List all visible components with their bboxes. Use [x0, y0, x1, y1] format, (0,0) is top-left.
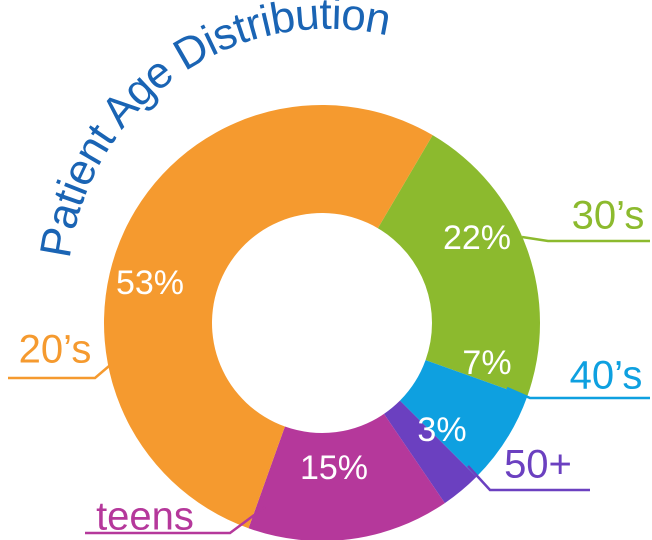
- donut-slice: [383, 400, 477, 504]
- value-label: 22%: [443, 219, 511, 257]
- leader-line: [85, 505, 266, 535]
- leader-line: [8, 354, 123, 380]
- category-label: teens: [96, 495, 194, 539]
- value-label: 15%: [300, 449, 368, 487]
- donut-slice: [248, 413, 445, 540]
- donut-slice: [377, 135, 540, 397]
- value-label: 53%: [116, 264, 184, 302]
- donut-slice: [399, 360, 528, 477]
- donut-slice: [104, 105, 433, 529]
- category-label: 30’s: [572, 194, 645, 238]
- category-label: 40’s: [570, 354, 643, 398]
- leader-line: [506, 386, 650, 400]
- leader-line: [521, 235, 650, 243]
- category-label: 20’s: [19, 328, 92, 372]
- leader-line: [467, 465, 590, 492]
- value-label: 7%: [462, 344, 511, 382]
- value-label: 3%: [417, 411, 466, 449]
- category-label: 50+: [504, 443, 572, 487]
